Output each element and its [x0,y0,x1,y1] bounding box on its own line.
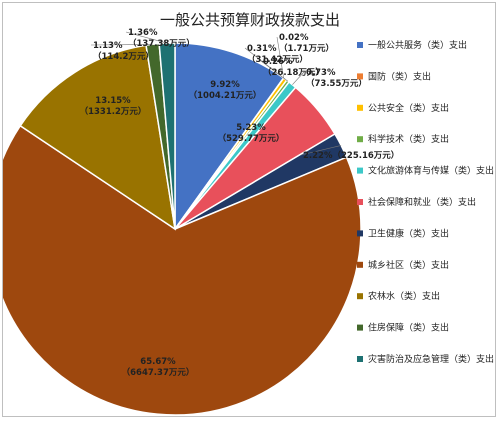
pie-slice-农林水支出 [19,44,177,231]
legend-label-国防支出: 国防（类）支出 [368,70,431,82]
data-label-城乡社区支出: 65.67%（6647.37万元） [122,357,195,378]
legend-label-住房保障支出: 住房保障（类）支出 [368,322,449,334]
legend-label-公共安全支出: 公共安全（类）支出 [368,102,449,114]
legend-label-农林水支出: 农林水（类）支出 [368,290,440,302]
legend-swatch-社会保障和就业支出 [357,199,363,205]
leader-line-科学技术支出 [260,60,289,82]
legend-swatch-卫生健康支出 [357,230,363,237]
data-label-国防支出: 0.02%（1.71万元） [279,33,334,54]
data-label-住房保障支出: 1.13%（114.2万元） [93,41,154,62]
legend-swatch-公共安全支出 [357,104,363,111]
data-label-一般公共服务支出: 9.92%（1004.21万元） [189,80,262,101]
legend-label-卫生健康支出: 卫生健康（类）支出 [368,227,449,239]
legend-swatch-灾害防治及应急管理支出 [357,356,363,362]
legend-swatch-城乡社区支出 [357,261,363,268]
legend-label-文化旅游体育与传媒支出: 文化旅游体育与传媒（类）支出 [368,165,494,177]
data-label-科学技术支出: 0.26%（26.18万元） [263,57,324,78]
legend-swatch-一般公共服务支出 [357,42,363,48]
leader-line-国防支出 [276,36,284,79]
legend-swatch-文化旅游体育与传媒支出 [357,167,363,174]
leader-line-灾害防治及应急管理支出 [125,31,168,44]
legend-label-一般公共服务支出: 一般公共服务（类）支出 [368,39,467,51]
legend-label-城乡社区支出: 城乡社区（类）支出 [368,259,449,271]
data-label-文化旅游体育与传媒支出: 0.73%（73.55万元） [306,68,367,89]
leader-line-住房保障支出 [90,44,153,46]
data-label-农林水支出: 13.15%（1331.2万元） [80,96,147,117]
legend-label-社会保障和就业支出: 社会保障和就业（类）支出 [368,196,476,208]
legend-swatch-科学技术支出 [357,136,363,143]
chart-frame: 一般公共预算财政拨款支出 9.92%（1004.21万元） 0.02%（1.71万… [2,2,496,417]
data-label-社会保障和就业支出: 5.23%（529.77万元） [218,123,285,144]
legend-label-灾害防治及应急管理支出: 灾害防治及应急管理（类）支出 [368,353,494,365]
leader-line-文化旅游体育与传媒支出 [292,71,305,85]
pie-slices [3,42,362,416]
data-label-卫生健康支出: 2.22%（225.16万元） [303,150,399,161]
leader-lines [90,31,342,156]
pie-chart: 一般公共预算财政拨款支出 9.92%（1004.21万元） 0.02%（1.71万… [3,11,494,416]
legend: 一般公共服务（类）支出国防（类）支出公共安全（类）支出科学技术（类）支出文化旅游… [357,39,494,365]
legend-swatch-国防支出 [357,73,363,80]
legend-swatch-农林水支出 [357,293,363,300]
data-label-灾害防治及应急管理支出: 1.36%（137.38万元） [128,28,195,49]
chart-title: 一般公共预算财政拨款支出 [160,11,340,29]
pie-slice-城乡社区支出 [3,124,362,416]
data-labels: 9.92%（1004.21万元） 0.02%（1.71万元）0.31%（31.42… [80,28,400,378]
data-label-公共安全支出: 0.31%（31.42万元） [247,44,308,65]
legend-label-科学技术支出: 科学技术（类）支出 [368,133,449,145]
leader-line-卫生健康支出 [300,145,342,156]
legend-swatch-住房保障支出 [357,324,363,331]
